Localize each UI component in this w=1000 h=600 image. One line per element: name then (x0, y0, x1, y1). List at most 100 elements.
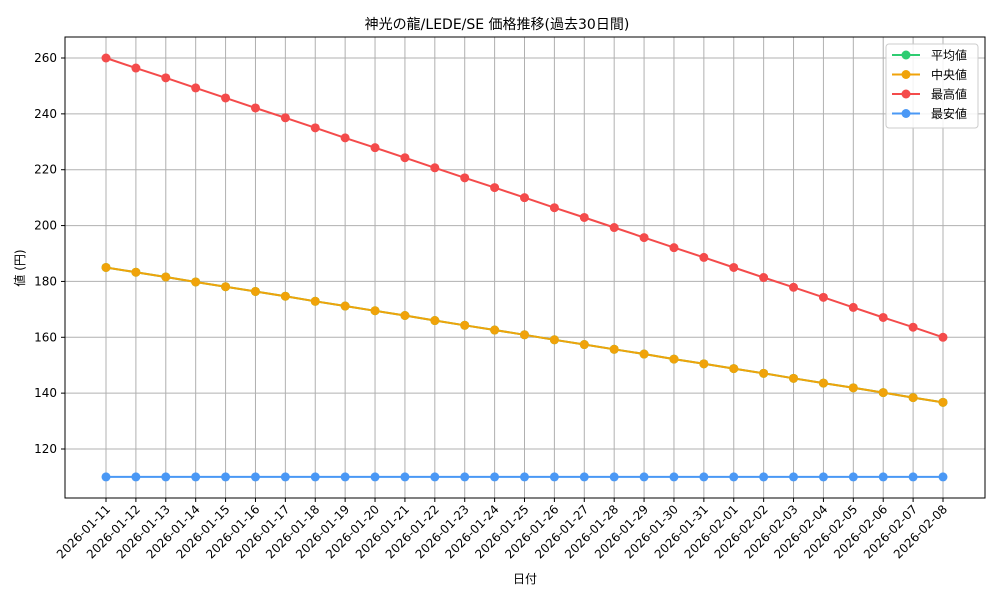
data-point-marker (400, 153, 410, 163)
data-point-marker (250, 103, 260, 113)
data-point-marker (340, 472, 350, 482)
data-point-marker (280, 291, 290, 301)
data-point-marker (101, 262, 111, 272)
legend-marker-icon (901, 50, 911, 60)
legend-label: 平均値 (931, 48, 967, 63)
data-point-marker (310, 296, 320, 306)
y-tick-label: 180 (34, 274, 57, 288)
y-tick-label: 140 (34, 386, 57, 400)
y-axis: 120 140 160 180 200 220 240 260 (34, 51, 65, 456)
data-point-marker (520, 330, 529, 340)
data-point-marker (848, 302, 858, 312)
data-point-marker (639, 349, 649, 359)
legend-label: 最安値 (931, 106, 967, 121)
data-point-marker (848, 383, 858, 393)
data-point-marker (101, 472, 111, 482)
data-point-marker (609, 344, 619, 354)
data-point-marker (191, 83, 201, 93)
series-3 (101, 472, 948, 482)
legend-box (885, 43, 979, 129)
data-point-marker (520, 472, 529, 482)
data-point-marker (161, 73, 171, 83)
series-1 (101, 262, 948, 407)
data-series (101, 53, 948, 482)
data-point-marker (191, 472, 201, 482)
data-point-marker (490, 183, 500, 193)
grid-lines (65, 37, 985, 498)
data-point-marker (460, 472, 470, 482)
x-axis-label: 日付 (513, 572, 537, 586)
data-point-marker (789, 373, 799, 383)
data-point-marker (460, 320, 470, 330)
data-point-marker (490, 325, 500, 335)
data-point-marker (938, 332, 948, 342)
data-point-marker (609, 223, 619, 233)
data-point-marker (310, 472, 320, 482)
series-2 (101, 53, 948, 342)
data-point-marker (729, 472, 739, 482)
data-point-marker (579, 340, 589, 350)
data-point-marker (699, 252, 709, 262)
data-point-marker (340, 301, 350, 311)
data-point-marker (370, 306, 380, 316)
data-point-marker (759, 368, 769, 378)
data-point-marker (460, 173, 470, 183)
data-point-marker (878, 472, 888, 482)
data-point-marker (131, 267, 141, 277)
y-axis-label: 値 (円) (12, 249, 27, 286)
data-point-marker (520, 193, 529, 203)
data-point-marker (131, 472, 141, 482)
y-tick-label: 260 (34, 51, 57, 65)
data-point-marker (908, 393, 918, 403)
data-point-marker (789, 282, 799, 292)
legend-item: 平均値 (892, 48, 967, 63)
data-point-marker (579, 472, 589, 482)
data-point-marker (549, 335, 559, 345)
data-point-marker (430, 316, 440, 326)
data-point-marker (848, 472, 858, 482)
data-point-marker (161, 472, 171, 482)
y-tick-label: 240 (34, 107, 57, 121)
chart-title: 神光の龍/LEDE/SE 価格推移(過去30日間) (365, 16, 630, 33)
data-point-marker (669, 472, 679, 482)
data-point-marker (549, 203, 559, 213)
data-point-marker (639, 472, 649, 482)
data-point-marker (699, 359, 709, 369)
data-point-marker (908, 322, 918, 332)
data-point-marker (490, 472, 500, 482)
data-point-marker (639, 233, 649, 243)
data-point-marker (878, 388, 888, 398)
data-point-marker (191, 277, 201, 287)
data-point-marker (340, 133, 350, 143)
data-point-marker (818, 378, 828, 388)
data-point-marker (878, 312, 888, 322)
data-point-marker (729, 262, 739, 272)
data-point-marker (908, 472, 918, 482)
data-point-marker (400, 311, 410, 321)
data-point-marker (221, 472, 231, 482)
data-point-marker (818, 472, 828, 482)
legend-label: 最高値 (931, 87, 967, 102)
data-point-marker (609, 472, 619, 482)
data-point-marker (759, 273, 769, 283)
data-point-marker (101, 53, 111, 63)
data-point-marker (430, 472, 440, 482)
legend-marker-icon (901, 109, 911, 118)
data-point-marker (579, 212, 589, 222)
y-tick-label: 120 (34, 442, 57, 456)
data-point-marker (310, 123, 320, 133)
data-point-marker (549, 472, 559, 482)
data-point-marker (938, 397, 948, 407)
data-point-marker (759, 472, 769, 482)
data-point-marker (280, 472, 290, 482)
x-axis: 2026-01-112026-01-122026-01-132026-01-14… (54, 498, 950, 561)
legend-label: 中央値 (931, 67, 967, 82)
y-tick-label: 220 (34, 163, 57, 177)
data-point-marker (669, 243, 679, 253)
data-point-marker (221, 282, 231, 292)
data-point-marker (250, 286, 260, 296)
legend-item: 最安値 (892, 106, 967, 121)
data-point-marker (430, 163, 440, 173)
data-point-marker (221, 93, 231, 103)
